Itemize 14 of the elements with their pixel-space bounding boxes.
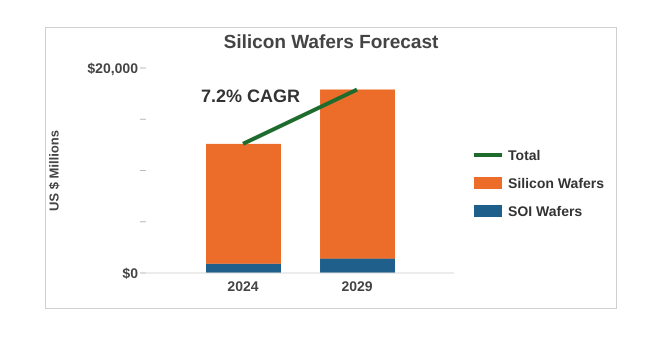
y-tick-label: $20,000 <box>87 60 138 76</box>
legend-label: Total <box>508 147 540 163</box>
legend-label: Silicon Wafers <box>508 175 604 191</box>
y-tick-label: $0 <box>122 264 138 281</box>
bar <box>320 90 396 259</box>
x-tick-label: 2024 <box>227 278 259 294</box>
legend-label: SOI Wafers <box>508 203 582 219</box>
bar <box>320 258 396 273</box>
annotation: 7.2% CAGR <box>201 86 300 107</box>
x-tick-label: 2029 <box>341 278 373 294</box>
bar <box>206 144 281 264</box>
y-axis-title: US $ Millions <box>46 130 62 211</box>
chart-title: Silicon Wafers Forecast <box>222 32 440 55</box>
bar <box>206 264 281 273</box>
